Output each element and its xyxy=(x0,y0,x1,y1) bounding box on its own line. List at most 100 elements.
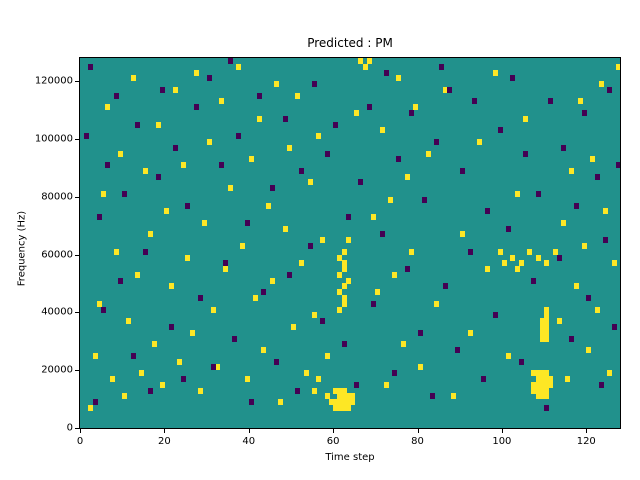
heatmap-cell xyxy=(345,393,351,400)
heatmap-cell xyxy=(333,387,339,394)
heatmap-cell xyxy=(493,312,499,319)
heatmap-cell xyxy=(531,381,537,388)
heatmap-cell xyxy=(172,144,178,151)
heatmap-cell xyxy=(544,335,550,342)
heatmap-cell xyxy=(430,393,436,400)
heatmap-cell xyxy=(345,277,351,284)
heatmap-cell xyxy=(531,277,537,284)
heatmap-cell xyxy=(341,295,347,302)
heatmap-cell xyxy=(510,75,516,82)
heatmap-cell xyxy=(312,387,318,394)
heatmap-cell xyxy=(155,173,161,180)
heatmap-cell xyxy=(316,133,322,140)
heatmap-cell xyxy=(392,370,398,377)
heatmap-cell xyxy=(337,306,343,313)
heatmap-cell xyxy=(539,381,545,388)
heatmap-cell xyxy=(535,370,541,377)
heatmap-cell xyxy=(548,381,554,388)
heatmap-cell xyxy=(257,92,263,99)
heatmap-cell xyxy=(442,283,448,290)
heatmap-cell xyxy=(92,352,98,359)
heatmap-cell xyxy=(126,318,132,325)
heatmap-cell xyxy=(544,306,550,313)
heatmap-cell xyxy=(341,260,347,267)
heatmap-cell xyxy=(257,115,263,122)
heatmap-cell xyxy=(552,248,558,255)
heatmap-cell xyxy=(569,167,575,174)
heatmap-cell xyxy=(350,399,355,406)
heatmap-cell xyxy=(312,312,318,319)
heatmap-cell xyxy=(354,110,360,117)
heatmap-cell xyxy=(185,254,191,261)
heatmap-cell xyxy=(320,318,326,325)
plot: 0 20 40 60 80 100 120 0 20000 40000 60000 80000 100… xyxy=(35,57,621,447)
heatmap-cell xyxy=(341,283,347,290)
x-tick-label: 40 xyxy=(242,436,256,447)
heatmap-cell xyxy=(113,92,119,99)
heatmap-cell xyxy=(223,266,229,273)
heatmap-cell xyxy=(345,214,351,221)
x-tick-label: 60 xyxy=(326,436,340,447)
heatmap-cell xyxy=(210,306,216,313)
heatmap-cell xyxy=(219,162,225,169)
heatmap-cell xyxy=(522,115,528,122)
heatmap-cell xyxy=(113,248,119,255)
y-tick-mark xyxy=(75,254,79,256)
heatmap-cell xyxy=(413,104,419,111)
heatmap-cell xyxy=(497,248,503,255)
heatmap-cell xyxy=(535,387,541,394)
heatmap-cell xyxy=(122,393,128,400)
heatmap-cell xyxy=(535,190,541,197)
heatmap-cell xyxy=(337,254,343,261)
heatmap-cell xyxy=(341,393,347,400)
heatmap-cell xyxy=(527,248,533,255)
heatmap-cell xyxy=(493,69,499,76)
heatmap-cell xyxy=(434,138,440,145)
heatmap-cell xyxy=(468,248,474,255)
heatmap-cell xyxy=(586,347,592,354)
heatmap-cell xyxy=(324,352,330,359)
heatmap-cell xyxy=(248,156,254,163)
y-tick-label: 80000 xyxy=(41,191,73,203)
heatmap-cell xyxy=(544,318,550,325)
heatmap-cell xyxy=(366,58,372,64)
heatmap-cell xyxy=(130,352,136,359)
y-tick-label: 0 xyxy=(66,422,73,434)
heatmap-cell xyxy=(210,364,216,371)
heatmap-cell xyxy=(236,133,242,140)
heatmap-cell xyxy=(316,375,322,382)
heatmap-cell xyxy=(358,179,364,186)
heatmap-cell xyxy=(383,381,389,388)
heatmap-cell xyxy=(594,306,600,313)
heatmap-cell xyxy=(202,219,208,226)
heatmap-cell xyxy=(544,329,550,336)
heatmap-cell xyxy=(96,300,102,307)
heatmap-cell xyxy=(244,219,250,226)
heatmap-cell xyxy=(341,300,347,307)
heatmap-cell xyxy=(417,364,423,371)
heatmap-cell xyxy=(248,399,254,406)
y-tick-label: 40000 xyxy=(41,306,73,318)
heatmap-cell xyxy=(375,289,381,296)
heatmap-cell xyxy=(193,69,199,76)
heatmap-cell xyxy=(506,225,512,232)
heatmap-cell xyxy=(117,277,123,284)
heatmap-cell xyxy=(88,404,94,411)
heatmap-cell xyxy=(556,318,562,325)
heatmap-cell xyxy=(299,260,305,267)
heatmap-cell xyxy=(265,202,271,209)
y-tick-mark xyxy=(75,428,79,429)
heatmap-cell xyxy=(341,404,347,411)
heatmap-cell xyxy=(409,248,415,255)
heatmap-cell xyxy=(438,63,444,70)
heatmap-cell xyxy=(193,104,199,111)
heatmap-cell xyxy=(337,399,343,406)
heatmap-cell xyxy=(117,150,123,157)
heatmap-cell xyxy=(409,110,415,117)
heatmap-cell xyxy=(244,375,250,382)
heatmap-cell xyxy=(328,399,334,406)
heatmap-cell xyxy=(337,289,343,296)
heatmap-cell xyxy=(387,196,393,203)
heatmap-cell xyxy=(539,323,545,330)
heatmap-cell xyxy=(88,63,94,70)
